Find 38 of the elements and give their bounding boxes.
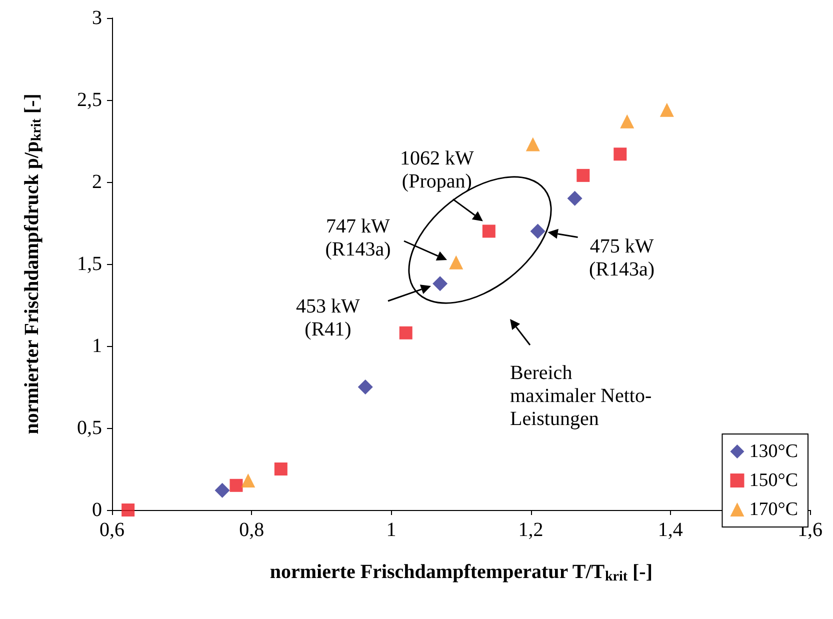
- y-tick-label: 2,5: [77, 89, 102, 111]
- point: [576, 168, 590, 182]
- point: [449, 255, 464, 270]
- y-tick-label: 0: [92, 499, 102, 521]
- y-tick-label: 1: [92, 335, 102, 357]
- point: [482, 224, 496, 238]
- annotation: 453 kW (R41): [296, 296, 360, 340]
- point: [230, 478, 243, 492]
- point: [660, 102, 674, 117]
- point: [399, 326, 412, 340]
- annotation: 475 kW (R143a): [589, 236, 655, 281]
- x-tick-label: 1,4: [658, 519, 683, 541]
- y-tick-label: 2: [92, 171, 102, 193]
- x-tick-label: 0,8: [239, 519, 264, 541]
- point: [614, 148, 627, 161]
- point: [214, 482, 230, 498]
- x-tick-label: 0,6: [100, 519, 124, 541]
- x-tick-label: 1,2: [518, 519, 544, 541]
- annotation: 1062 kW (Propan): [400, 148, 474, 193]
- legend-label: 150°C: [749, 470, 798, 491]
- point: [530, 224, 546, 239]
- point: [122, 504, 135, 516]
- y-tick-label: 0,5: [77, 417, 102, 439]
- annotation: 747 kW (R143a): [325, 216, 391, 260]
- point: [274, 462, 288, 476]
- point: [620, 114, 634, 128]
- y-tick-label: 3: [92, 7, 102, 29]
- y-axis-title: normierter Frischdampfdruck p/pkrit [-]: [21, 94, 44, 434]
- y-tick-label: 1,5: [77, 253, 102, 275]
- point: [526, 137, 540, 152]
- legend-label: 130°C: [749, 441, 798, 462]
- annotation: Bereich maximaler Netto- Leistungen: [510, 362, 652, 430]
- point: [432, 276, 448, 292]
- point: [241, 473, 256, 488]
- legend-label: 170°C: [749, 499, 798, 520]
- x-tick-label: 1: [386, 519, 396, 541]
- point: [358, 380, 373, 394]
- point: [567, 190, 582, 206]
